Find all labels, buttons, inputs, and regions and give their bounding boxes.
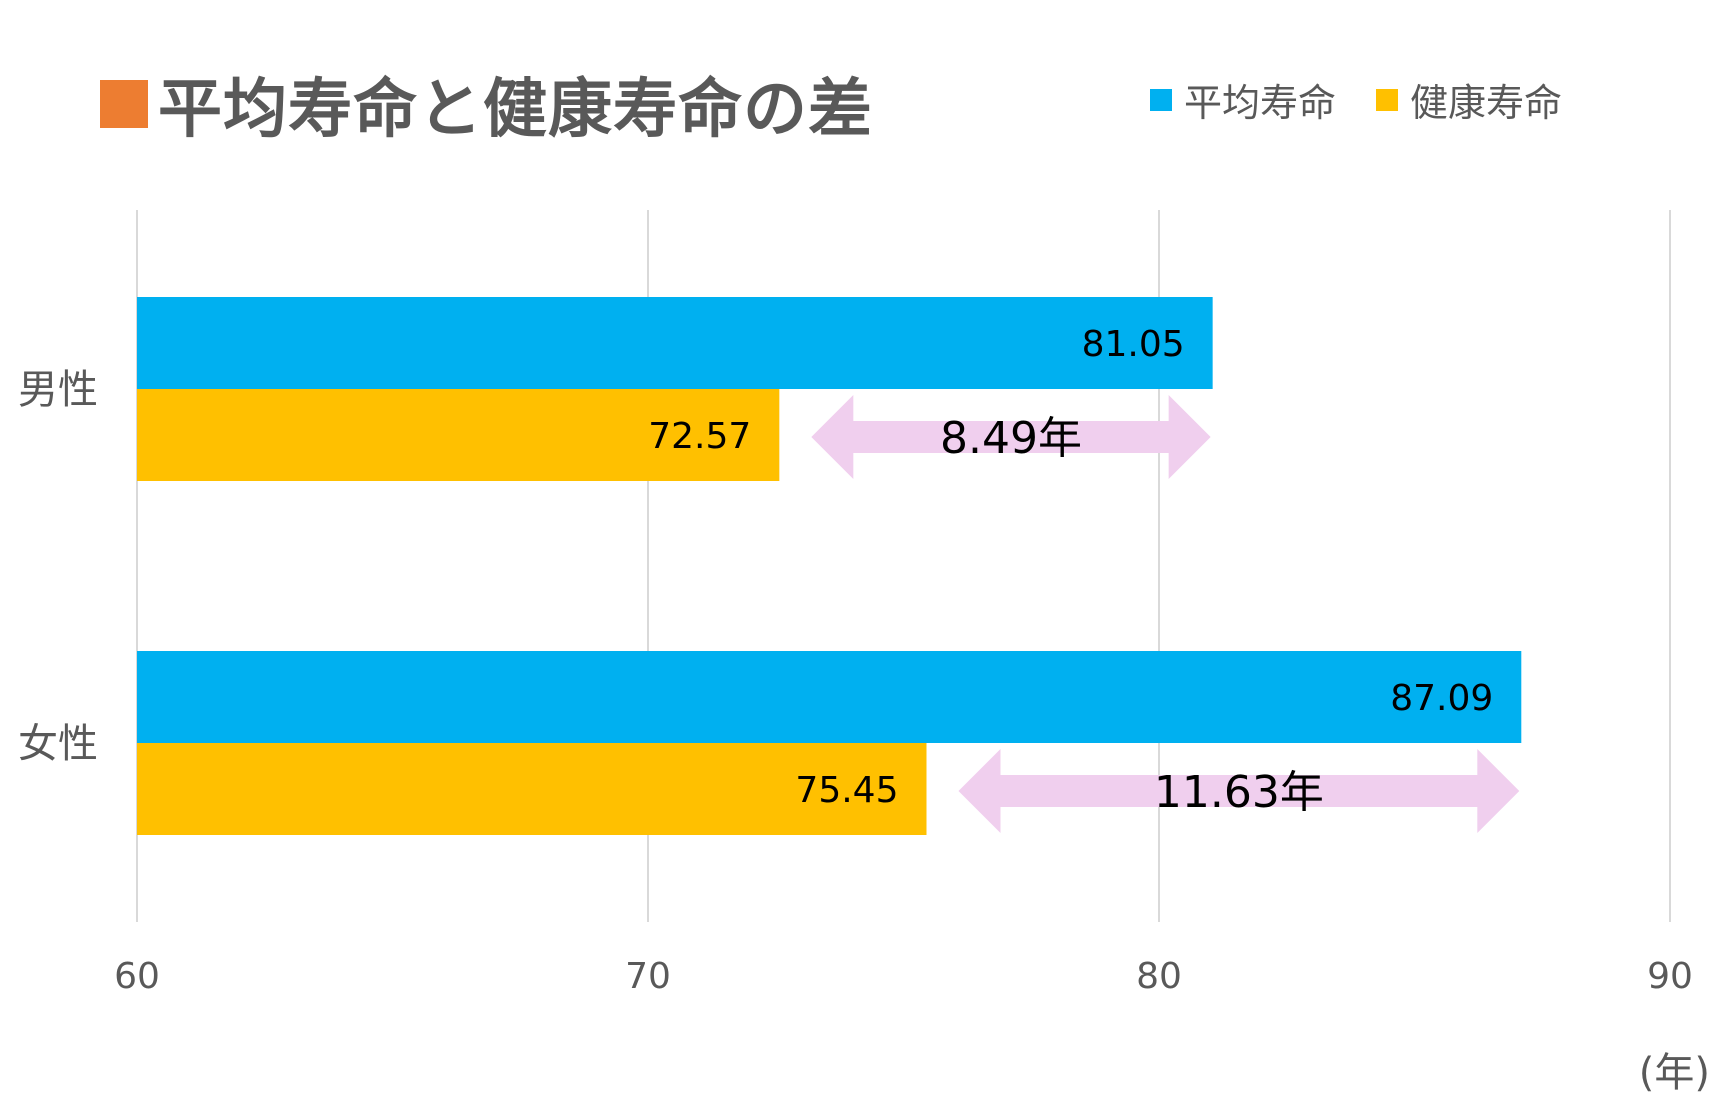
legend-item-avg: 平均寿命	[1150, 72, 1336, 127]
title-text: 平均寿命と健康寿命の差	[158, 73, 873, 147]
legend-label-healthy: 健康寿命	[1410, 81, 1563, 125]
legend-item-healthy: 健康寿命	[1376, 72, 1562, 127]
data-label-healthy-0: 72.57	[648, 416, 751, 457]
bar-healthy-0	[137, 389, 780, 481]
difference-arrow-1	[958, 749, 1520, 833]
legend-swatch-healthy	[1376, 88, 1399, 111]
legend-swatch-avg	[1150, 88, 1172, 111]
category-label-0: 男性	[18, 367, 98, 413]
data-label-healthy-1: 75.45	[795, 770, 898, 811]
axis-unit-label: (年)	[1638, 1050, 1710, 1096]
x-tick-label-80: 80	[1136, 956, 1182, 997]
category-label-1: 女性	[18, 721, 98, 767]
bar-avg-0	[137, 297, 1213, 389]
data-label-avg-0: 81.05	[1082, 324, 1185, 365]
title-square-icon	[100, 80, 148, 128]
x-tick-label-70: 70	[625, 956, 671, 997]
x-tick-label-60: 60	[114, 956, 160, 997]
x-tick-label-90: 90	[1647, 956, 1693, 997]
data-label-avg-1: 87.09	[1390, 678, 1493, 719]
difference-arrow-0	[811, 395, 1211, 479]
legend: 平均寿命 健康寿命	[1150, 72, 1602, 127]
chart-title: 平均寿命と健康寿命の差	[100, 58, 873, 150]
bar-healthy-1	[137, 743, 927, 835]
legend-label-avg: 平均寿命	[1184, 81, 1337, 125]
bar-avg-1	[137, 651, 1522, 743]
difference-label-0: 8.49年	[940, 413, 1082, 464]
difference-label-1: 11.63年	[1154, 767, 1324, 818]
